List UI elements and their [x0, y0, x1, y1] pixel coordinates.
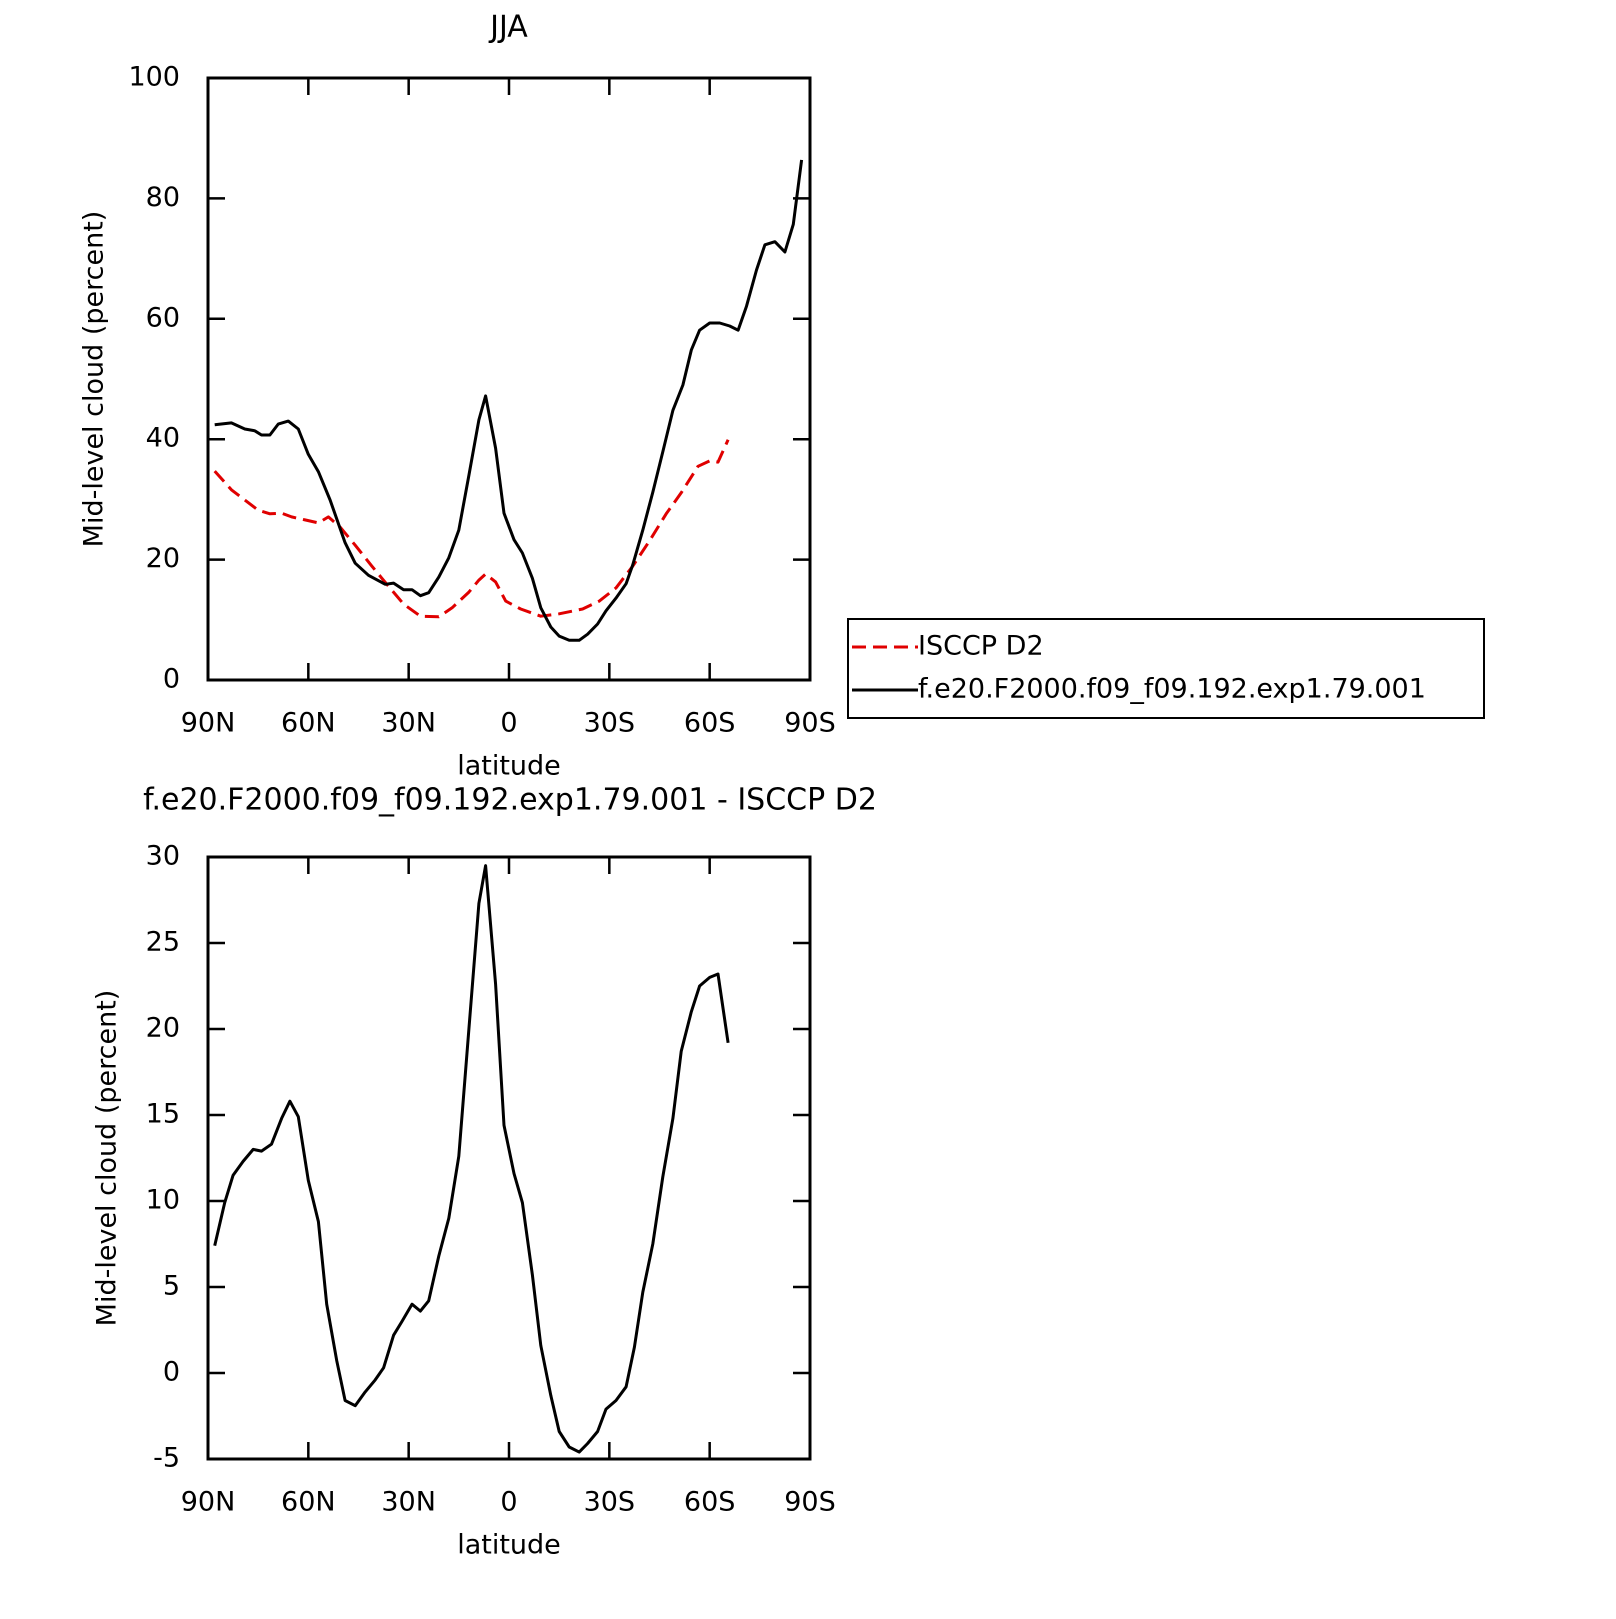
data-line: [213, 864, 730, 1454]
y-tick-label: 25: [146, 927, 180, 958]
y-tick-label: 100: [128, 62, 180, 93]
data-line: [213, 439, 730, 619]
y-tick-label: 60: [146, 302, 180, 333]
x-tick-label: 30S: [584, 1487, 636, 1518]
y-tick-label: 5: [163, 1271, 180, 1302]
y-tick-label: 0: [163, 1357, 180, 1388]
y-tick-label: 10: [146, 1185, 180, 1216]
y-tick-label: 0: [163, 664, 180, 695]
legend-label: f.e20.F2000.f09_f09.192.exp1.79.001: [918, 674, 1426, 705]
plot-frame: [206, 76, 812, 682]
legend-label: ISCCP D2: [918, 631, 1044, 662]
x-tick-label: 60S: [684, 1487, 736, 1518]
y-tick-label: 80: [146, 182, 180, 213]
x-tick-label: 90N: [181, 708, 236, 739]
x-tick-label: 30N: [381, 708, 436, 739]
x-tick-label: 30N: [381, 1487, 436, 1518]
x-tick-label: 90S: [784, 708, 836, 739]
legend-box: [847, 618, 1485, 719]
x-tick-label: 60S: [684, 708, 736, 739]
y-tick-label: 20: [146, 1013, 180, 1044]
y-tick-label: -5: [153, 1443, 180, 1474]
y-axis-label: Mid-level cloud (percent): [92, 990, 123, 1327]
x-tick-label: 60N: [281, 1487, 336, 1518]
chart-title: JJA: [488, 10, 528, 45]
x-tick-label: 60N: [281, 708, 336, 739]
y-tick-label: 30: [146, 841, 180, 872]
y-axis-label: Mid-level cloud (percent): [79, 211, 110, 548]
x-tick-label: 0: [500, 708, 517, 739]
y-tick-label: 15: [146, 1099, 180, 1130]
plot-frame: [206, 855, 812, 1461]
x-tick-label: 30S: [584, 708, 636, 739]
x-axis-label: latitude: [457, 751, 561, 782]
x-tick-label: 90N: [181, 1487, 236, 1518]
y-tick-label: 20: [146, 543, 180, 574]
x-tick-label: 0: [500, 1487, 517, 1518]
chart-title: f.e20.F2000.f09_f09.192.exp1.79.001 - IS…: [143, 783, 877, 818]
x-tick-label: 90S: [784, 1487, 836, 1518]
x-axis-label: latitude: [457, 1530, 561, 1561]
y-tick-label: 40: [146, 423, 180, 454]
data-line: [214, 159, 804, 642]
